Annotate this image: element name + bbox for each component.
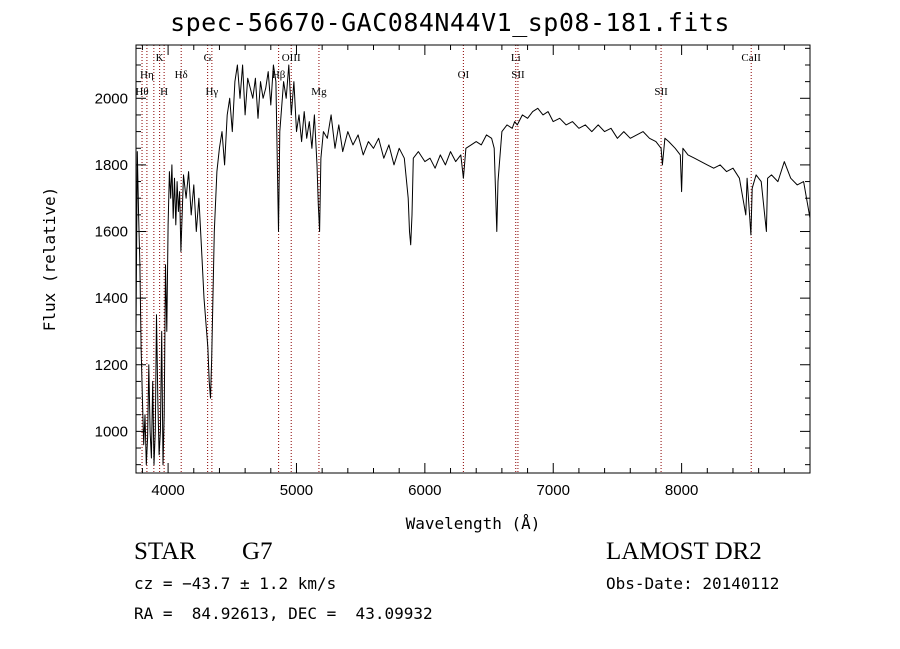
- line-label: G: [204, 52, 212, 64]
- line-label: Hδ: [175, 69, 188, 81]
- chart-title: spec-56670-GAC084N44V1_sp08-181.fits: [170, 8, 730, 37]
- line-label: Li: [511, 52, 521, 64]
- line-label: SII: [654, 86, 668, 98]
- line-label: K: [156, 52, 164, 64]
- spectrum-line: [135, 64, 811, 466]
- x-tick-label: 7000: [537, 482, 570, 499]
- object-class: STAR: [134, 538, 196, 565]
- coords-text: RA = 84.92613, DEC = 43.09932: [134, 604, 433, 623]
- line-label: OI: [458, 69, 470, 81]
- x-axis-label: Wavelength (Å): [406, 514, 541, 533]
- line-label: SII: [511, 69, 525, 81]
- line-label: Hβ: [272, 69, 286, 81]
- line-label: H: [160, 86, 168, 98]
- line-label: Hθ: [135, 86, 148, 98]
- x-tick-label: 8000: [665, 482, 698, 499]
- y-tick-label: 1400: [95, 290, 128, 307]
- line-label: CaII: [741, 52, 761, 64]
- axes-layer: 4000 5000 6000 7000 8000 1000 1200 1400 1600 1800…: [95, 44, 811, 499]
- y-tick-label: 1600: [95, 224, 128, 241]
- line-markers-layer: [141, 45, 752, 473]
- y-tick-label: 1200: [95, 357, 128, 374]
- y-tick-label: 2000: [95, 90, 128, 107]
- x-tick-label: 5000: [280, 482, 313, 499]
- y-tick-label: 1000: [95, 423, 128, 440]
- axis-titles-layer: Wavelength (Å) Flux (relative): [40, 187, 540, 533]
- x-tick-label: 4000: [151, 482, 184, 499]
- line-label: Hγ: [205, 86, 218, 98]
- object-subclass: G7: [242, 538, 273, 565]
- plot-frame: [135, 44, 811, 474]
- y-tick-label: 1800: [95, 157, 128, 174]
- survey-name: LAMOST DR2: [606, 538, 762, 565]
- redshift-text: cz = −43.7 ± 1.2 km/s: [134, 574, 337, 593]
- line-label: Mg: [311, 86, 327, 98]
- x-tick-label: 6000: [408, 482, 441, 499]
- obs-date-text: Obs-Date: 20140112: [606, 574, 780, 593]
- spectrum-layer: [135, 64, 811, 466]
- line-label: Hη: [140, 69, 154, 81]
- line-label: OIII: [282, 52, 301, 64]
- y-axis-label: Flux (relative): [40, 187, 59, 332]
- annotation-layer: Hη Hθ K H Hδ G Hγ OIII Hβ Mg OI Li SII SII CaII: [135, 52, 761, 98]
